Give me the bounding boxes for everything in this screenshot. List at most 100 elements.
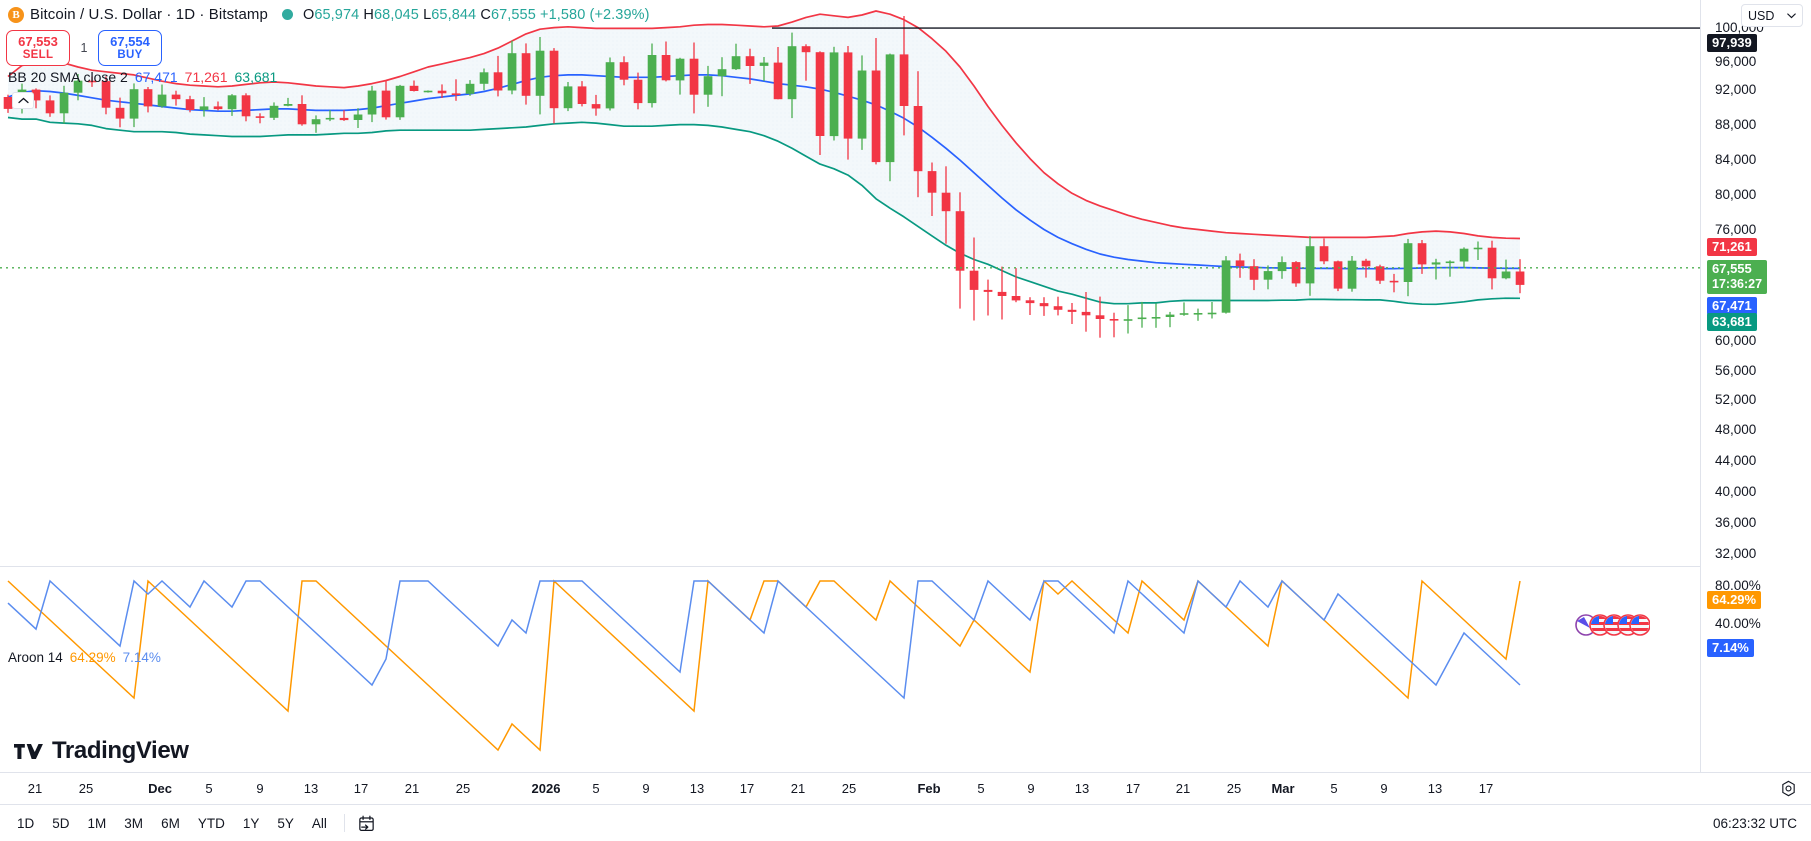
bollinger-bands-legend[interactable]: BB 20 SMA close 2 67,471 71,261 63,681 bbox=[8, 69, 277, 85]
candle-body bbox=[1235, 260, 1245, 267]
candle-body bbox=[1151, 317, 1161, 319]
buy-label: BUY bbox=[117, 48, 143, 61]
price-axis-tick: 56,000 bbox=[1715, 363, 1757, 378]
candle-body bbox=[745, 56, 755, 66]
candle-body bbox=[115, 107, 125, 119]
candle-body bbox=[45, 100, 55, 114]
axis-settings-icon[interactable] bbox=[1780, 780, 1797, 802]
user-avatar-cluster-icon[interactable] bbox=[1570, 612, 1651, 643]
candle-body bbox=[101, 81, 111, 108]
candle-body bbox=[857, 70, 867, 139]
candle-body bbox=[997, 291, 1007, 296]
candle-body bbox=[437, 90, 447, 94]
price-axis-tick: 32,000 bbox=[1715, 546, 1757, 561]
time-axis-tick: Feb bbox=[917, 781, 941, 796]
candle-body bbox=[927, 171, 937, 193]
timeframe-all[interactable]: All bbox=[311, 815, 327, 831]
candle-body bbox=[689, 58, 699, 95]
market-status-dot[interactable] bbox=[281, 9, 293, 20]
time-axis[interactable]: 21 25 Dec 5 9 13 17 21 25 2026 5 9 13 17 21 25 Feb 5 9 13 17… bbox=[0, 772, 1811, 804]
candle-body bbox=[1319, 246, 1329, 262]
candle-body bbox=[521, 53, 531, 96]
candle-body bbox=[395, 85, 405, 118]
candle-body bbox=[1053, 306, 1063, 310]
candle-body bbox=[381, 90, 391, 118]
collapse-pane-button[interactable] bbox=[12, 92, 34, 109]
main-price-pane[interactable] bbox=[0, 0, 1700, 564]
timeframe-1d[interactable]: 1D bbox=[17, 815, 35, 831]
high-label: H bbox=[363, 6, 374, 23]
candle-body bbox=[829, 52, 839, 137]
candle-body bbox=[983, 289, 993, 292]
candle-body bbox=[3, 97, 13, 109]
buy-button[interactable]: 67,554 BUY bbox=[98, 30, 162, 66]
timeframe-ytd[interactable]: YTD bbox=[197, 815, 225, 831]
low-value: 65,844 bbox=[431, 6, 477, 23]
time-axis-tick: 25 bbox=[78, 781, 94, 796]
resistance-line-price[interactable]: 97,939 bbox=[1707, 34, 1757, 53]
candle-body bbox=[773, 62, 783, 100]
candle-body bbox=[339, 117, 349, 121]
price-axis-tick: 44,000 bbox=[1715, 453, 1757, 468]
candle-body bbox=[941, 192, 951, 212]
aroon-indicator-pane[interactable] bbox=[0, 566, 1700, 772]
trade-buttons: 67,553 SELL 1 67,554 BUY bbox=[6, 30, 162, 66]
bb-upper-price[interactable]: 71,261 bbox=[1707, 238, 1757, 257]
time-axis-tick: 21 bbox=[404, 781, 420, 796]
last-price[interactable]: 67,555 17:36:27 bbox=[1707, 260, 1768, 294]
price-axis[interactable]: 100,000 96,000 92,000 88,000 84,000 80,000 76,… bbox=[1700, 0, 1811, 772]
timeframe-list: 1D 5D 1M 3M 6M YTD 1Y 5Y All bbox=[0, 813, 336, 834]
timeframe-1m[interactable]: 1M bbox=[87, 815, 107, 831]
go-to-date-icon[interactable] bbox=[353, 814, 380, 833]
bb-basis-price[interactable]: 67,471 bbox=[1707, 297, 1757, 316]
candle-body bbox=[241, 95, 251, 117]
candle-body bbox=[157, 94, 167, 107]
timeframe-1y[interactable]: 1Y bbox=[242, 815, 260, 831]
page-title[interactable]: Bitcoin / U.S. Dollar · 1D · Bitstamp bbox=[30, 6, 268, 23]
low-label: L bbox=[423, 6, 432, 23]
timeframe-5d[interactable]: 5D bbox=[52, 815, 70, 831]
candle-body bbox=[577, 86, 587, 104]
candle-body bbox=[1095, 315, 1105, 319]
candle-body bbox=[591, 104, 601, 109]
candle-body bbox=[1249, 266, 1259, 280]
aroon-up-value[interactable]: 64.29% bbox=[1707, 591, 1762, 610]
candle-body bbox=[871, 70, 881, 163]
aroon-down-value[interactable]: 7.14% bbox=[1707, 639, 1754, 658]
clock-utc[interactable]: 06:23:32 UTC bbox=[1712, 815, 1797, 831]
time-axis-tick: 17 bbox=[739, 781, 755, 796]
candle-body bbox=[619, 62, 629, 80]
currency-select[interactable]: USD bbox=[1741, 4, 1803, 27]
time-axis-tick: 17 bbox=[1125, 781, 1141, 796]
candle-body bbox=[1193, 313, 1203, 315]
candle-body bbox=[283, 104, 293, 106]
bb-lower-price[interactable]: 63,681 bbox=[1707, 313, 1757, 332]
candle-body bbox=[507, 53, 517, 91]
time-axis-tick: 25 bbox=[1226, 781, 1242, 796]
candle-body bbox=[563, 86, 573, 109]
timeframe-6m[interactable]: 6M bbox=[161, 815, 180, 831]
timeframe-5y[interactable]: 5Y bbox=[277, 815, 294, 831]
aroon-up-value-text: 64.29% bbox=[1712, 592, 1757, 607]
bitcoin-icon: B bbox=[8, 6, 24, 23]
candle-body bbox=[423, 90, 433, 93]
aroon-legend[interactable]: Aroon 14 64.29% 7.14% bbox=[8, 650, 161, 665]
timeframe-3m[interactable]: 3M bbox=[124, 815, 144, 831]
candle-body bbox=[913, 106, 923, 172]
candle-body bbox=[1109, 319, 1119, 321]
aroon-axis-tick: 40.00% bbox=[1715, 616, 1761, 631]
sell-button[interactable]: 67,553 SELL bbox=[6, 30, 70, 66]
price-axis-tick: 52,000 bbox=[1715, 392, 1757, 407]
price-chart-svg bbox=[0, 10, 1700, 338]
candle-body bbox=[73, 80, 83, 93]
candle-body bbox=[801, 46, 811, 53]
aroon-axis-tick: 80.00% bbox=[1715, 578, 1761, 593]
bb-upper-price-text: 71,261 bbox=[1712, 239, 1752, 254]
bb-upper-line bbox=[7, 10, 1521, 240]
time-axis-tick: 2026 bbox=[531, 781, 561, 796]
candle-body bbox=[255, 116, 265, 118]
price-axis-tick: 36,000 bbox=[1715, 515, 1757, 530]
time-axis-tick: Dec bbox=[148, 781, 172, 796]
candle-body bbox=[955, 211, 965, 271]
